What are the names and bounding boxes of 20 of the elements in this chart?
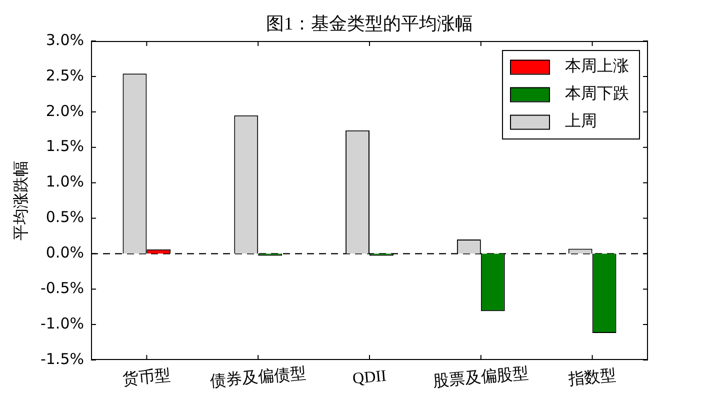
x-tick-label: QDII [352, 368, 388, 388]
legend-label: 上周 [565, 110, 597, 130]
y-tick-label: 1.0% [46, 172, 84, 191]
legend-label: 本周上涨 [565, 56, 629, 75]
y-tick-label: 2.5% [46, 66, 84, 84]
x-tick-label: 股票及偏股型 [432, 364, 530, 390]
y-tick-label: 0.0% [46, 244, 84, 262]
y-tick-label: -1.0% [40, 314, 84, 332]
y-tick-label: 0.5% [46, 208, 84, 226]
y-tick-label: 3.0% [46, 30, 84, 49]
legend-label: 本周下跌 [565, 83, 629, 102]
y-axis-title: 平均涨跌幅 [10, 160, 30, 240]
x-tick-label: 债券及偏债型 [209, 364, 307, 390]
y-tick-label: -1.5% [40, 350, 84, 368]
y-tick-label: -0.5% [40, 279, 84, 297]
y-tick-label: 1.5% [46, 137, 84, 156]
x-tick-label: 指数型 [566, 366, 617, 388]
x-tick-label: 货币型 [122, 366, 172, 388]
chart-title: 图1：基金类型的平均涨幅 [266, 14, 473, 34]
y-tick-label: 2.0% [46, 102, 84, 120]
